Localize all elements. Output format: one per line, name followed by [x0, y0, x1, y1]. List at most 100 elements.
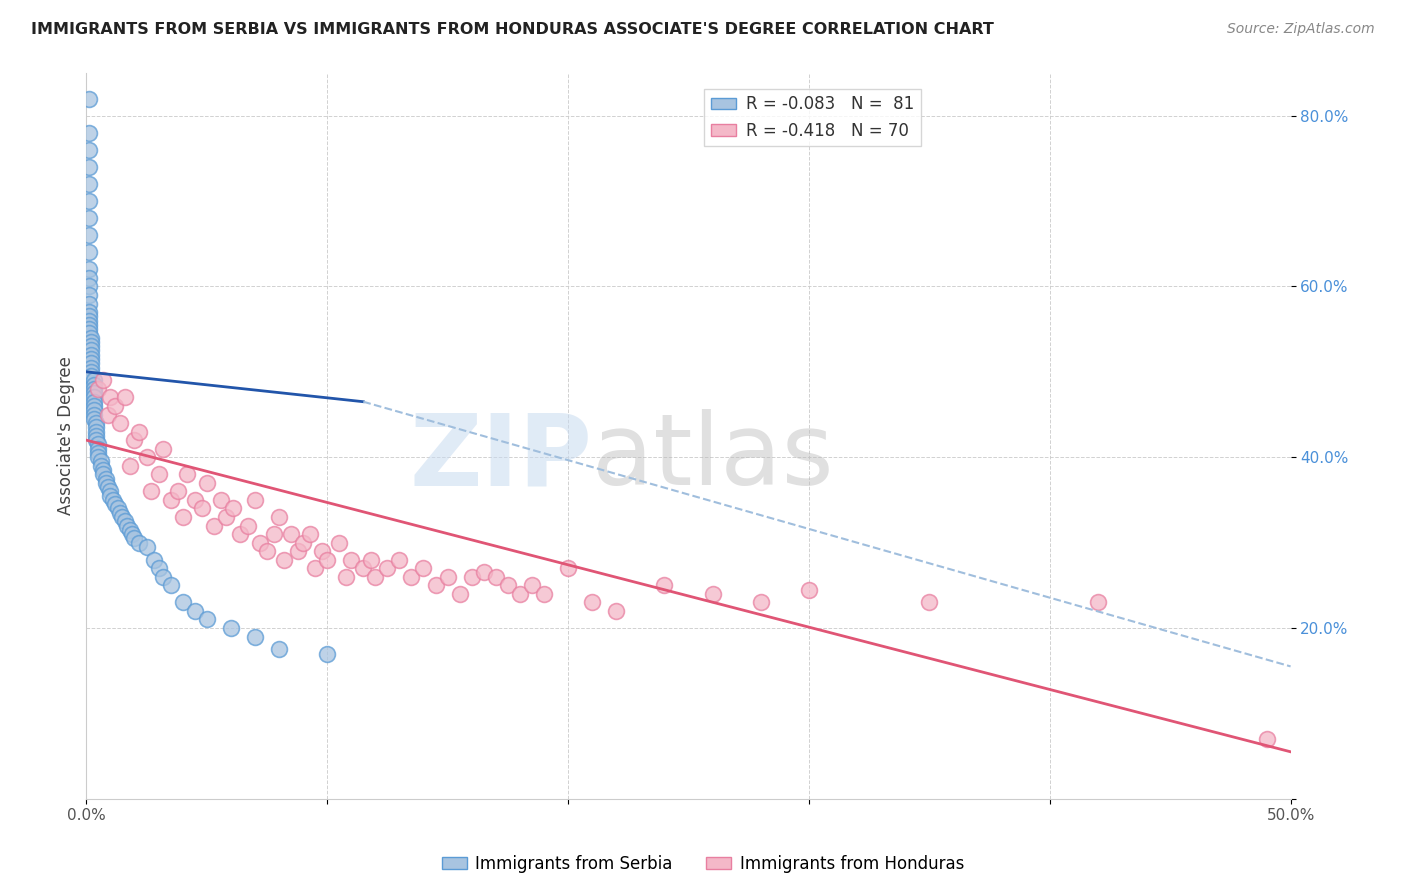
Point — [152, 442, 174, 456]
Point — [80, 351, 103, 366]
Point — [496, 578, 519, 592]
Point — [108, 506, 131, 520]
Point — [209, 492, 232, 507]
Point — [77, 262, 100, 277]
Point — [101, 492, 124, 507]
Point — [111, 510, 134, 524]
Text: atlas: atlas — [592, 409, 834, 506]
Point — [77, 288, 100, 302]
Point — [316, 647, 339, 661]
Point — [83, 403, 105, 417]
Point — [360, 552, 382, 566]
Point — [84, 416, 107, 430]
Point — [183, 492, 205, 507]
Point — [243, 630, 266, 644]
Point — [87, 446, 110, 460]
Point — [77, 126, 100, 140]
Point — [77, 245, 100, 260]
Point — [83, 399, 105, 413]
Point — [118, 523, 141, 537]
Point — [654, 578, 676, 592]
Point — [172, 510, 194, 524]
Point — [107, 501, 129, 516]
Point — [340, 552, 363, 566]
Point — [436, 570, 458, 584]
Point — [202, 518, 225, 533]
Point — [84, 433, 107, 447]
Point — [166, 484, 188, 499]
Point — [114, 391, 136, 405]
Point — [77, 211, 100, 226]
Point — [605, 604, 627, 618]
Point — [702, 587, 724, 601]
Point — [80, 356, 103, 370]
Point — [557, 561, 579, 575]
Point — [128, 535, 150, 549]
Point — [87, 450, 110, 465]
Point — [77, 160, 100, 174]
Point — [273, 552, 295, 566]
Point — [449, 587, 471, 601]
Point — [191, 501, 214, 516]
Point — [797, 582, 820, 597]
Text: IMMIGRANTS FROM SERBIA VS IMMIGRANTS FROM HONDURAS ASSOCIATE'S DEGREE CORRELATIO: IMMIGRANTS FROM SERBIA VS IMMIGRANTS FRO… — [31, 22, 994, 37]
Point — [316, 552, 339, 566]
Legend: Immigrants from Serbia, Immigrants from Honduras: Immigrants from Serbia, Immigrants from … — [436, 848, 970, 880]
Point — [509, 587, 531, 601]
Point — [159, 578, 181, 592]
Point — [159, 492, 181, 507]
Point — [243, 492, 266, 507]
Point — [80, 339, 103, 353]
Point — [77, 313, 100, 327]
Point — [412, 561, 434, 575]
Y-axis label: Associate's Degree: Associate's Degree — [58, 357, 75, 516]
Point — [460, 570, 482, 584]
Point — [472, 566, 495, 580]
Point — [425, 578, 447, 592]
Point — [100, 391, 122, 405]
Point — [77, 92, 100, 106]
Point — [1256, 731, 1278, 746]
Point — [263, 527, 285, 541]
Point — [335, 570, 357, 584]
Point — [87, 382, 110, 396]
Point — [267, 510, 290, 524]
Point — [90, 454, 112, 468]
Point — [128, 425, 150, 439]
Point — [222, 501, 245, 516]
Point — [520, 578, 543, 592]
Point — [267, 642, 290, 657]
Point — [80, 369, 103, 384]
Point — [77, 305, 100, 319]
Point — [84, 425, 107, 439]
Point — [148, 467, 170, 482]
Point — [80, 348, 103, 362]
Point — [115, 518, 138, 533]
Point — [83, 373, 105, 387]
Point — [84, 429, 107, 443]
Point — [364, 570, 387, 584]
Point — [124, 433, 146, 447]
Point — [287, 544, 309, 558]
Point — [108, 416, 131, 430]
Point — [80, 343, 103, 358]
Point — [97, 408, 120, 422]
Point — [229, 527, 252, 541]
Point — [91, 373, 114, 387]
Text: Source: ZipAtlas.com: Source: ZipAtlas.com — [1227, 22, 1375, 37]
Point — [749, 595, 772, 609]
Text: ZIP: ZIP — [409, 409, 592, 506]
Point — [83, 386, 105, 401]
Point — [152, 570, 174, 584]
Point — [90, 458, 112, 473]
Point — [1087, 595, 1109, 609]
Point — [121, 527, 143, 541]
Point — [83, 411, 105, 425]
Point — [77, 194, 100, 208]
Point — [80, 334, 103, 349]
Point — [94, 475, 117, 490]
Point — [104, 399, 127, 413]
Point — [77, 143, 100, 157]
Point — [142, 552, 165, 566]
Point — [176, 467, 198, 482]
